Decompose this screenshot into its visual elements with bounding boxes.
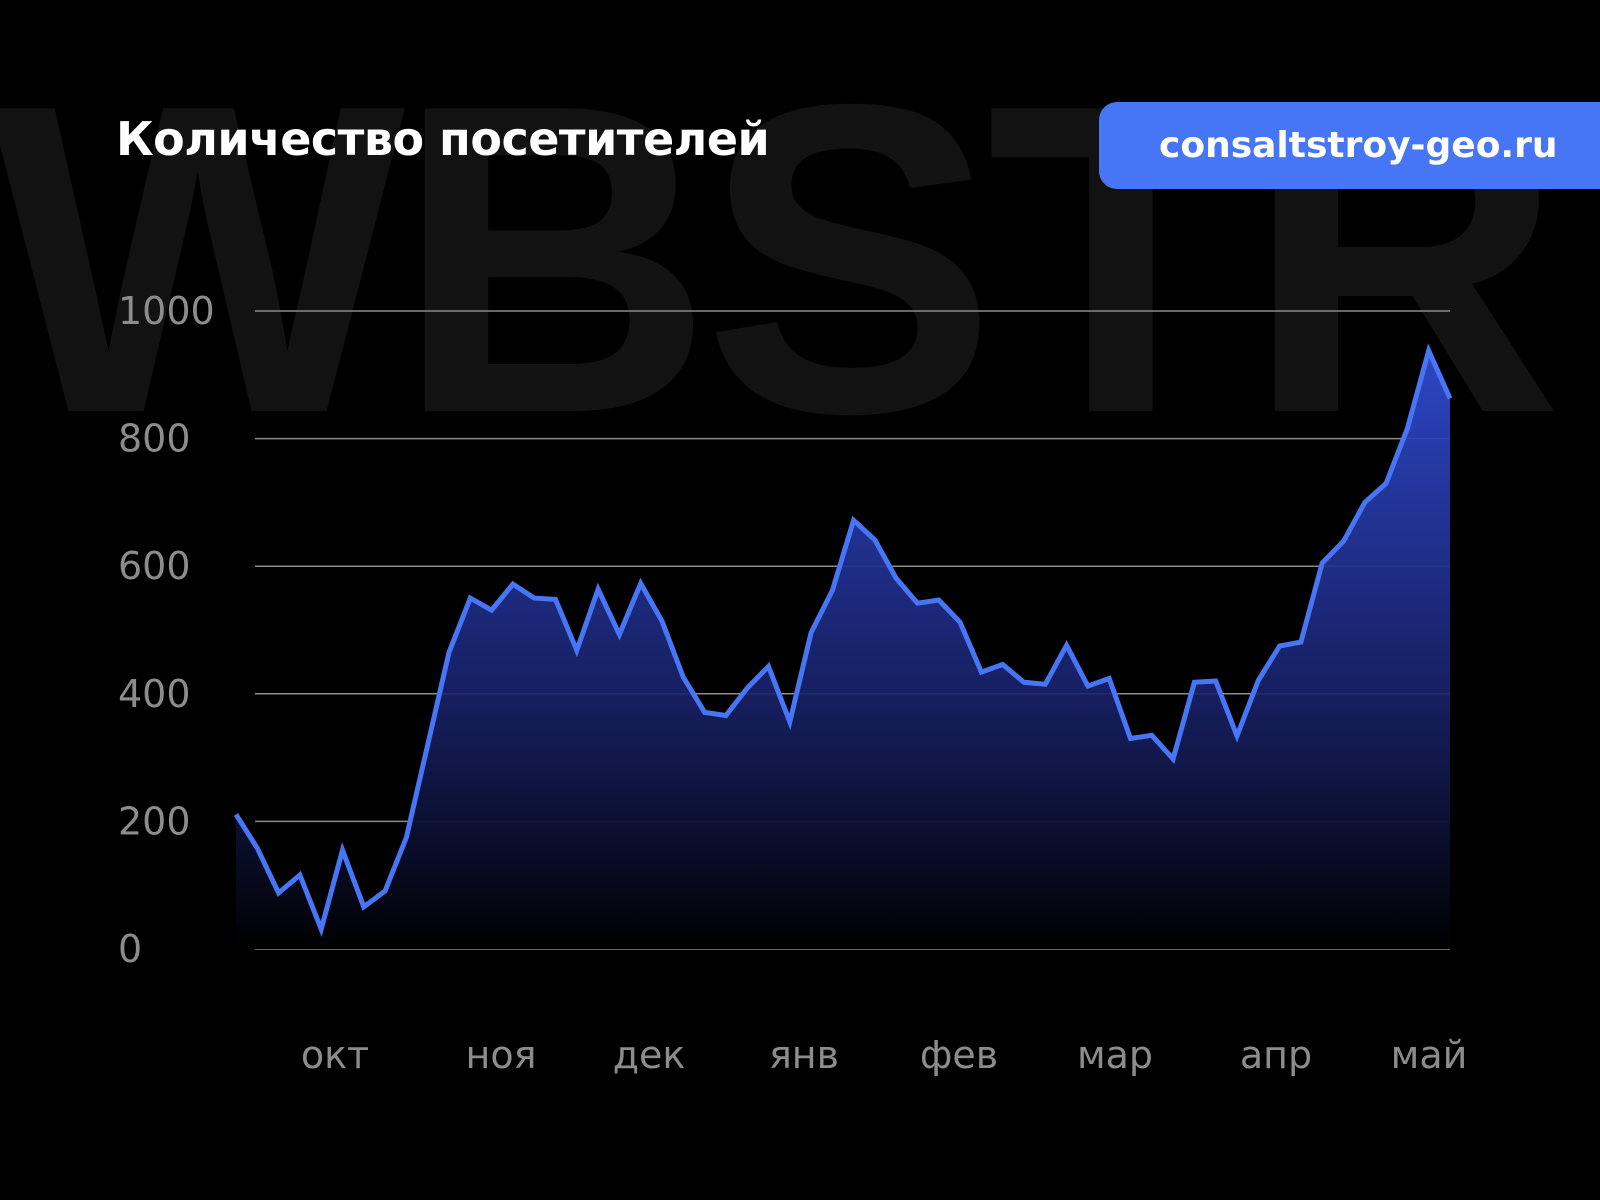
- x-tick-label: дек: [613, 1033, 686, 1077]
- y-tick-label: 0: [118, 927, 142, 971]
- x-tick-label: мар: [1077, 1033, 1153, 1077]
- chart-title: Количество посетителей: [116, 112, 770, 166]
- area-fill: [236, 350, 1450, 950]
- x-tick-label: ноя: [466, 1033, 537, 1077]
- x-tick-label: апр: [1240, 1033, 1312, 1077]
- site-badge[interactable]: consaltstroy-geo.ru: [1099, 102, 1600, 189]
- y-tick-label: 200: [118, 799, 191, 843]
- y-tick-label: 1000: [118, 289, 215, 333]
- y-tick-label: 600: [118, 544, 191, 588]
- series-line: [233, 343, 1453, 938]
- x-tick-label: май: [1391, 1033, 1468, 1077]
- y-tick-label: 400: [118, 672, 191, 716]
- x-tick-label: фев: [920, 1033, 998, 1077]
- x-tick-label: окт: [301, 1033, 369, 1077]
- x-tick-label: янв: [769, 1033, 839, 1077]
- y-tick-label: 800: [118, 417, 191, 461]
